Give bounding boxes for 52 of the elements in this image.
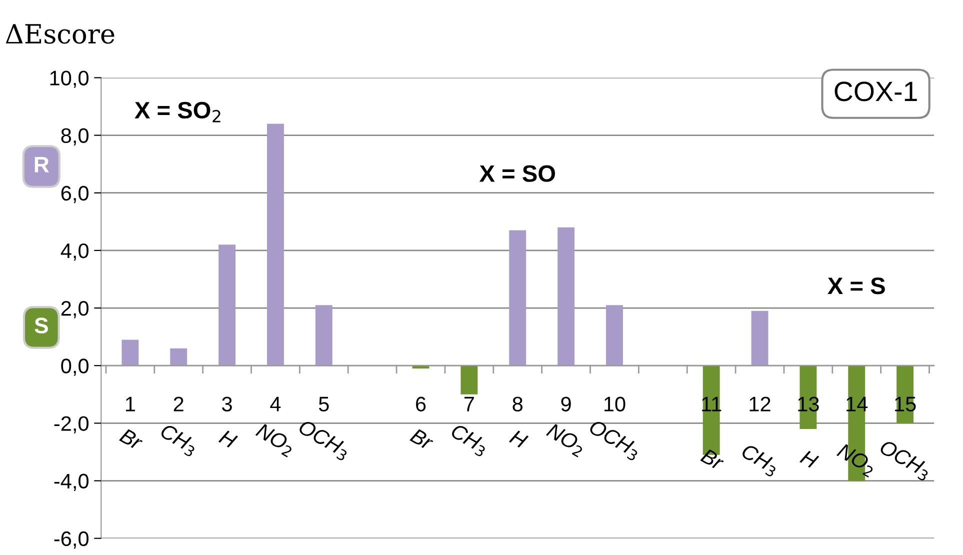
bar (170, 348, 188, 366)
annotation: NO$_{2}$ (254, 422, 296, 458)
y-tick-label: 8,0 (61, 128, 88, 146)
bar (266, 124, 284, 366)
annotation: H (508, 429, 529, 449)
annotation: CH$_{3}$ (738, 443, 780, 478)
annotation: H (218, 429, 238, 449)
x-tick-label: 5 (318, 396, 329, 412)
bar (509, 230, 526, 366)
y-tick-label: 0,0 (61, 358, 88, 376)
x-tick-label: 1 (126, 396, 135, 412)
bar (460, 366, 478, 394)
annotation: OCH$_{3}$ (296, 418, 352, 462)
bar (122, 340, 139, 366)
bar (606, 305, 623, 366)
x-tick-label: 12 (750, 396, 770, 412)
annotation: OCH$_{3}$ (586, 418, 642, 462)
y-tick-label: 10,0 (50, 70, 88, 88)
y-tick-label: 4,0 (60, 243, 88, 261)
annotation: Br (119, 428, 144, 451)
bar (558, 227, 575, 366)
annotation: NO$_{2}$ (544, 422, 587, 458)
x-tick-label: 9 (561, 396, 571, 412)
annotation: Br (700, 448, 726, 471)
x-tick-label: 6 (416, 396, 426, 412)
x-tick-label: 2 (174, 396, 184, 412)
x-tick-label: 10 (604, 396, 626, 412)
y-tick-label: 6,0 (61, 186, 88, 204)
x-tick-label: 8 (512, 396, 522, 412)
bar (218, 244, 236, 366)
y-axis-title: ΔEscore (6, 24, 114, 44)
x-tick-label: 4 (270, 396, 281, 412)
text: S (34, 318, 48, 334)
y-tick-label: 2,0 (61, 301, 88, 318)
annotation: CH$_{3}$ (158, 423, 200, 458)
bar (751, 310, 768, 366)
x-tick-label: 3 (222, 396, 232, 412)
annotation: Br (410, 428, 435, 451)
chart-title: COX-1 (834, 82, 917, 102)
annotation: NO$_{2}$ (834, 442, 878, 478)
y-tick-label: -2,0 (54, 416, 88, 434)
annotation: X = SO$_{2}$ (134, 102, 220, 122)
annotation: CH$_{3}$ (448, 423, 490, 458)
bar (315, 305, 332, 366)
x-tick-label: 7 (464, 396, 474, 412)
text: R (34, 156, 49, 172)
annotation: H (800, 449, 820, 470)
annotation: X = SO (479, 165, 556, 182)
annotation: X = S (828, 277, 885, 294)
y-tick-label: -4,0 (54, 474, 88, 491)
y-tick-label: -6,0 (54, 531, 88, 549)
annotation: OCH$_{3}$ (877, 439, 932, 482)
